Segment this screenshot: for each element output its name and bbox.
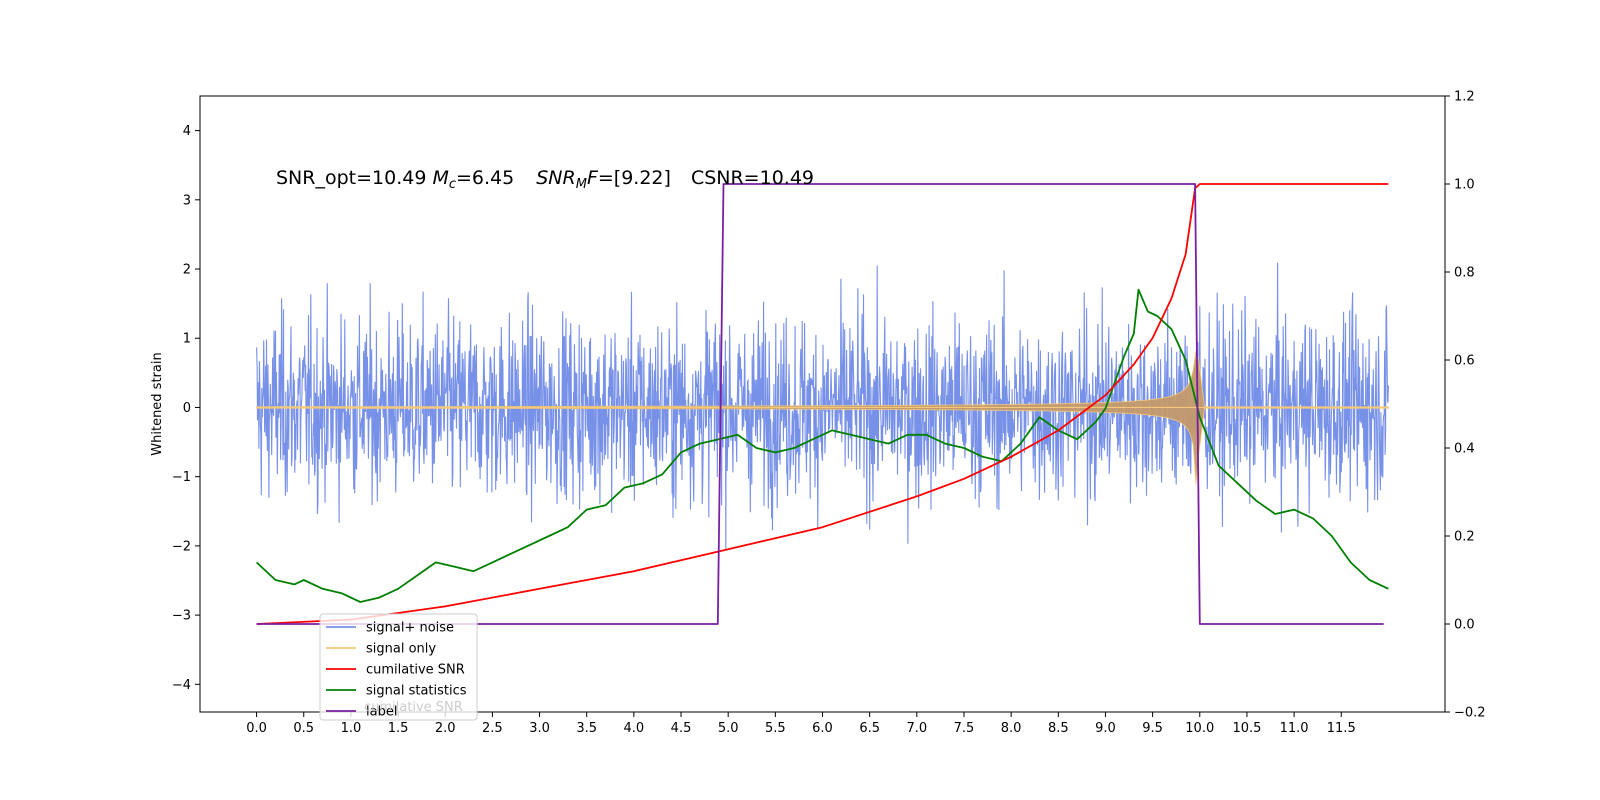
annotation-mc-subscript: c bbox=[449, 177, 456, 192]
annotation-snr-mf-value: =[9.22] bbox=[598, 167, 671, 189]
x-tick-label: 4.5 bbox=[671, 721, 692, 736]
right-y-tick-label: 1.0 bbox=[1454, 178, 1475, 193]
left-y-tick-label: −4 bbox=[172, 678, 191, 693]
series-signal-only bbox=[256, 350, 1389, 485]
right-y-tick-label: 0.6 bbox=[1454, 354, 1475, 369]
chart-annotation: SNR_opt=10.49 Mc=6.45 SNRMF=[9.22] CSNR=10.… bbox=[276, 167, 814, 192]
x-tick-label: 11.5 bbox=[1327, 721, 1356, 736]
x-tick-label: 2.5 bbox=[482, 721, 503, 736]
legend-box bbox=[319, 613, 478, 721]
left-y-tick-label: −2 bbox=[172, 539, 191, 554]
x-tick-label: 1.0 bbox=[341, 721, 362, 736]
x-tick-label: 7.5 bbox=[954, 721, 975, 736]
right-y-tick-label: 0.2 bbox=[1454, 530, 1475, 545]
annotation-snr-mf-subscript: M bbox=[576, 177, 587, 192]
x-tick-label: 1.5 bbox=[388, 721, 409, 736]
series-cumulative-snr bbox=[256, 183, 1389, 625]
left-y-tick-label: −3 bbox=[172, 609, 191, 624]
annotation-snr-mf-symbol: SNR bbox=[536, 167, 575, 189]
x-tick-label: 9.0 bbox=[1095, 721, 1116, 736]
right-y-tick-label: −0.2 bbox=[1454, 706, 1486, 721]
left-y-tick-label: 3 bbox=[183, 193, 191, 208]
x-tick-label: 8.5 bbox=[1048, 721, 1069, 736]
legend-label: signal+ noise bbox=[366, 621, 454, 636]
x-tick-label: 3.0 bbox=[529, 721, 550, 736]
left-y-axis: 4 3 2 1 0 −1 −2 −3 −4 bbox=[172, 124, 200, 693]
x-tick-label: 5.5 bbox=[765, 721, 786, 736]
x-tick-label: 10.5 bbox=[1232, 721, 1261, 736]
legend-entry: label bbox=[326, 705, 397, 720]
series-label bbox=[256, 183, 1384, 625]
series-signal-statistics bbox=[255, 288, 1389, 603]
right-y-tick-label: 0.0 bbox=[1454, 618, 1475, 633]
x-tick-label: 6.0 bbox=[812, 721, 833, 736]
x-tick-label: 6.5 bbox=[859, 721, 880, 736]
annotation-mc-value: =6.45 bbox=[456, 167, 514, 189]
series-signal-noise bbox=[256, 262, 1389, 551]
legend-label: label bbox=[366, 705, 397, 720]
legend-entry: signal+ noise bbox=[326, 621, 454, 636]
right-y-tick-label: 0.4 bbox=[1454, 442, 1475, 457]
legend-entry: signal statistics bbox=[326, 684, 467, 699]
legend-entry: cumilative SNR bbox=[326, 663, 465, 678]
left-y-tick-label: 1 bbox=[183, 332, 191, 347]
x-tick-label: 9.5 bbox=[1142, 721, 1163, 736]
left-y-tick-label: −1 bbox=[172, 470, 191, 485]
x-tick-label: 2.0 bbox=[435, 721, 456, 736]
legend-entry: signal only bbox=[326, 642, 436, 657]
legend-label: signal statistics bbox=[366, 684, 467, 699]
x-tick-label: 11.0 bbox=[1280, 721, 1309, 736]
left-y-axis-label: Whitened strain bbox=[150, 352, 165, 455]
right-y-axis: 1.2 1.0 0.8 0.6 0.4 0.2 0.0 −0.2 bbox=[1445, 90, 1486, 721]
annotation-snr-opt: SNR_opt=10.49 bbox=[276, 167, 426, 189]
annotation-text: SNR_opt=10.49 Mc=6.45 SNRMF=[9.22] CSNR=10.… bbox=[276, 167, 814, 192]
x-tick-label: 0.0 bbox=[246, 721, 267, 736]
annotation-mc-symbol: M bbox=[432, 167, 448, 189]
x-tick-label: 8.0 bbox=[1001, 721, 1022, 736]
x-tick-label: 3.5 bbox=[576, 721, 597, 736]
plot-area bbox=[255, 183, 1389, 625]
x-tick-label: 10.0 bbox=[1185, 721, 1214, 736]
left-y-tick-label: 4 bbox=[183, 124, 191, 139]
x-tick-label: 4.0 bbox=[624, 721, 645, 736]
right-y-tick-label: 0.8 bbox=[1454, 266, 1475, 281]
legend-overlapped-text: cumilative SNR bbox=[364, 700, 463, 715]
annotation-csnr: CSNR=10.49 bbox=[691, 167, 814, 189]
x-tick-label: 0.5 bbox=[293, 721, 314, 736]
legend-label: signal only bbox=[366, 642, 436, 657]
legend-label: cumilative SNR bbox=[366, 663, 465, 678]
left-y-tick-label: 2 bbox=[183, 263, 191, 278]
x-tick-label: 7.0 bbox=[906, 721, 927, 736]
x-axis: 0.0 0.5 1.0 1.5 2.0 2.5 3.0 3.5 4.0 4.5 5.0 5.5 6.0 6… bbox=[246, 712, 1356, 736]
right-y-tick-label: 1.2 bbox=[1454, 90, 1475, 105]
left-y-tick-label: 0 bbox=[183, 401, 191, 416]
annotation-snr-mf-f: F bbox=[587, 167, 599, 189]
x-tick-label: 5.0 bbox=[718, 721, 739, 736]
